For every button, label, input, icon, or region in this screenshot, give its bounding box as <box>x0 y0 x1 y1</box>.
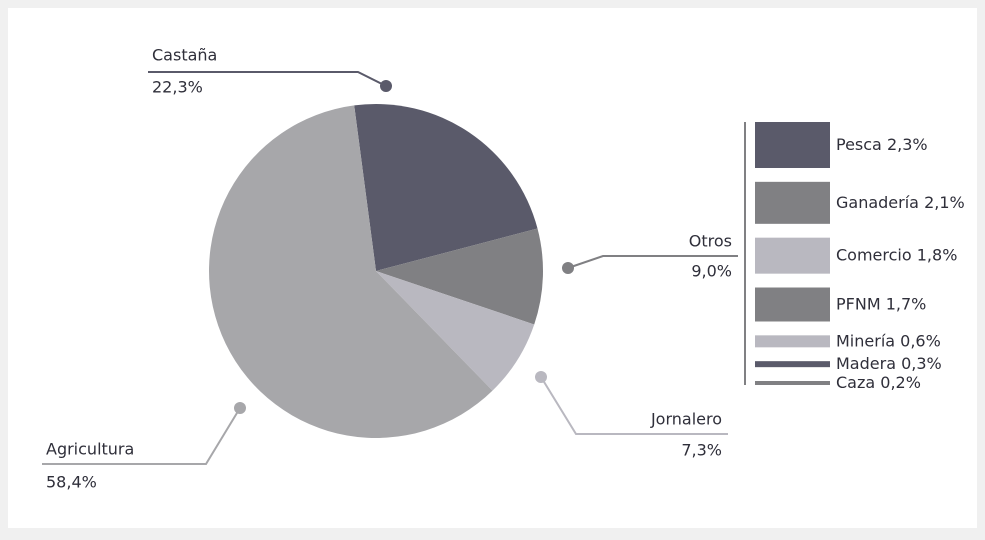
leader-dot <box>380 80 392 92</box>
breakdown: Pesca 2,3% Ganadería 2,1% Comercio 1,8% PFN… <box>755 122 965 392</box>
breakdown-name: Pesca <box>836 135 882 154</box>
slice-value: 9,0% <box>691 262 732 281</box>
breakdown-bar <box>755 122 830 168</box>
breakdown-name: Madera <box>836 354 896 373</box>
leader-line <box>567 255 738 269</box>
breakdown-label: Madera 0,3% <box>836 354 942 373</box>
leader-line <box>42 407 241 465</box>
breakdown-bar <box>755 287 830 322</box>
breakdown-label: Minería 0,6% <box>836 331 941 350</box>
leader-dot <box>234 402 246 414</box>
slice-label: Castaña <box>152 46 217 65</box>
breakdown-name: Caza <box>836 373 875 392</box>
breakdown-bar <box>755 237 830 274</box>
slice-label: Agricultura <box>46 440 134 459</box>
pie-slice <box>376 271 535 391</box>
breakdown-bar <box>755 361 830 368</box>
breakdown-name: Comercio <box>836 245 912 264</box>
slice-value: 22,3% <box>152 78 203 97</box>
breakdown-name: Minería <box>836 331 895 350</box>
slice-value: 7,3% <box>681 441 722 460</box>
pie-slice <box>354 104 538 272</box>
breakdown-name: PFNM <box>836 294 881 313</box>
breakdown-value: 2,1% <box>924 192 965 211</box>
pie <box>209 104 543 438</box>
breakdown-value: 2,3% <box>887 135 928 154</box>
breakdown-value: 1,8% <box>917 245 958 264</box>
breakdown-value: 1,7% <box>886 294 927 313</box>
breakdown-bar <box>755 181 830 224</box>
breakdown-label: Comercio 1,8% <box>836 245 957 264</box>
leader-line <box>148 71 387 87</box>
breakdown-name: Ganadería <box>836 192 919 211</box>
slice-value: 58,4% <box>46 473 97 492</box>
breakdown-bar <box>755 335 830 348</box>
slice-label: Otros <box>689 232 732 251</box>
leader-dot <box>562 262 574 274</box>
slice-label: Jornalero <box>650 410 722 429</box>
breakdown-label: PFNM 1,7% <box>836 294 926 313</box>
breakdown-value: 0,3% <box>901 354 942 373</box>
leader-line <box>540 376 728 435</box>
breakdown-label: Pesca 2,3% <box>836 135 928 154</box>
breakdown-value: 0,2% <box>880 373 921 392</box>
breakdown-label: Caza 0,2% <box>836 373 921 392</box>
breakdown-value: 0,6% <box>900 331 941 350</box>
pie-slice <box>376 228 543 325</box>
breakdown-bar <box>755 381 830 385</box>
breakdown-label: Ganadería 2,1% <box>836 192 965 211</box>
leader-dot <box>535 371 547 383</box>
pie-slice <box>209 105 493 438</box>
